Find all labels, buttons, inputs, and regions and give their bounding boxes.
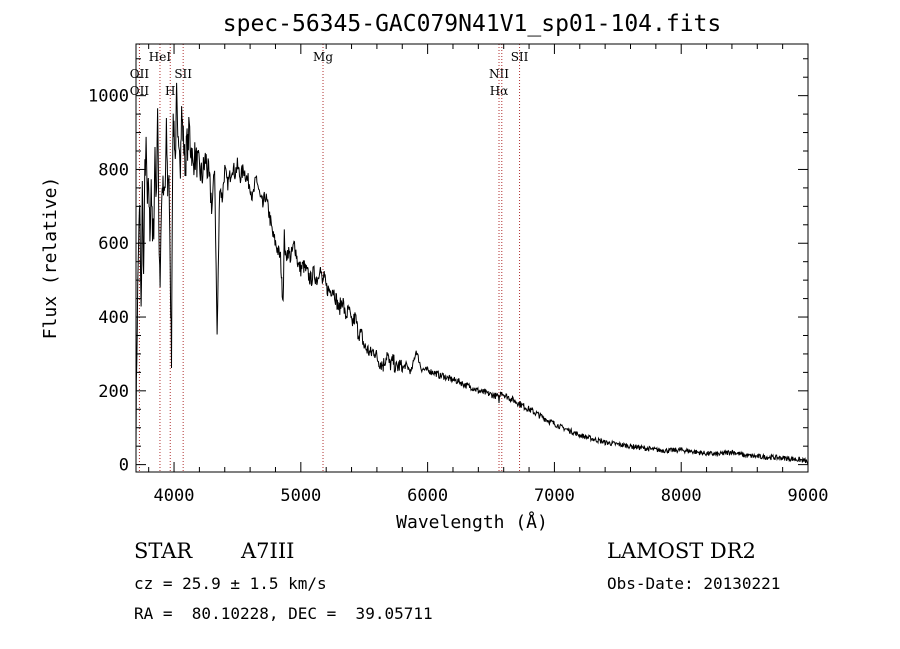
coordinates: RA = 80.10228, DEC = 39.05711 — [134, 604, 433, 623]
redshift-value: cz = 25.9 ± 1.5 km/s — [134, 574, 327, 593]
y-tick-label: 200 — [98, 382, 129, 402]
x-tick-label: 9000 — [788, 486, 829, 506]
spectral-class: A7III — [241, 539, 295, 563]
plot-frame — [135, 43, 809, 473]
y-tick-label: 600 — [98, 234, 129, 254]
line-marker-label: SII — [174, 67, 192, 81]
x-tick-label: 4000 — [154, 486, 195, 506]
line-marker-label: Mg — [313, 50, 333, 64]
line-marker-label: OII — [130, 67, 150, 81]
x-tick-label: 8000 — [661, 486, 702, 506]
spectrum-line — [135, 82, 809, 465]
line-marker-label: Hα — [490, 84, 509, 98]
object-type: STAR — [134, 539, 193, 563]
line-marker-label: SII — [511, 50, 529, 64]
x-axis-label: Wavelength (Å) — [396, 511, 548, 533]
y-tick-label: 0 — [119, 456, 129, 476]
y-axis-label: Flux (relative) — [40, 177, 61, 340]
x-tick-label: 7000 — [534, 486, 575, 506]
line-marker-label: HeI — [149, 50, 172, 64]
y-tick-label: 800 — [98, 160, 129, 180]
axis-ticks: 4000 5000 6000 7000 8000 9000 0 200 400 600 800 100… — [88, 44, 828, 506]
line-marker-label: OII — [130, 84, 150, 98]
spectrum-layer — [135, 82, 809, 465]
y-tick-label: 1000 — [88, 87, 129, 107]
line-marker-label: H — [165, 84, 175, 98]
y-tick-label: 400 — [98, 308, 129, 328]
x-tick-label: 5000 — [280, 486, 321, 506]
chart-title: spec-56345-GAC079N41V1_sp01-104.fits — [223, 11, 722, 37]
x-tick-label: 6000 — [407, 486, 448, 506]
emission-line-markers: OII OII HeI H SII Mg NII Hα SII — [130, 44, 529, 472]
observation-date: Obs-Date: 20130221 — [607, 574, 781, 593]
line-marker-label: NII — [489, 67, 509, 81]
survey-name: LAMOST DR2 — [607, 539, 756, 563]
